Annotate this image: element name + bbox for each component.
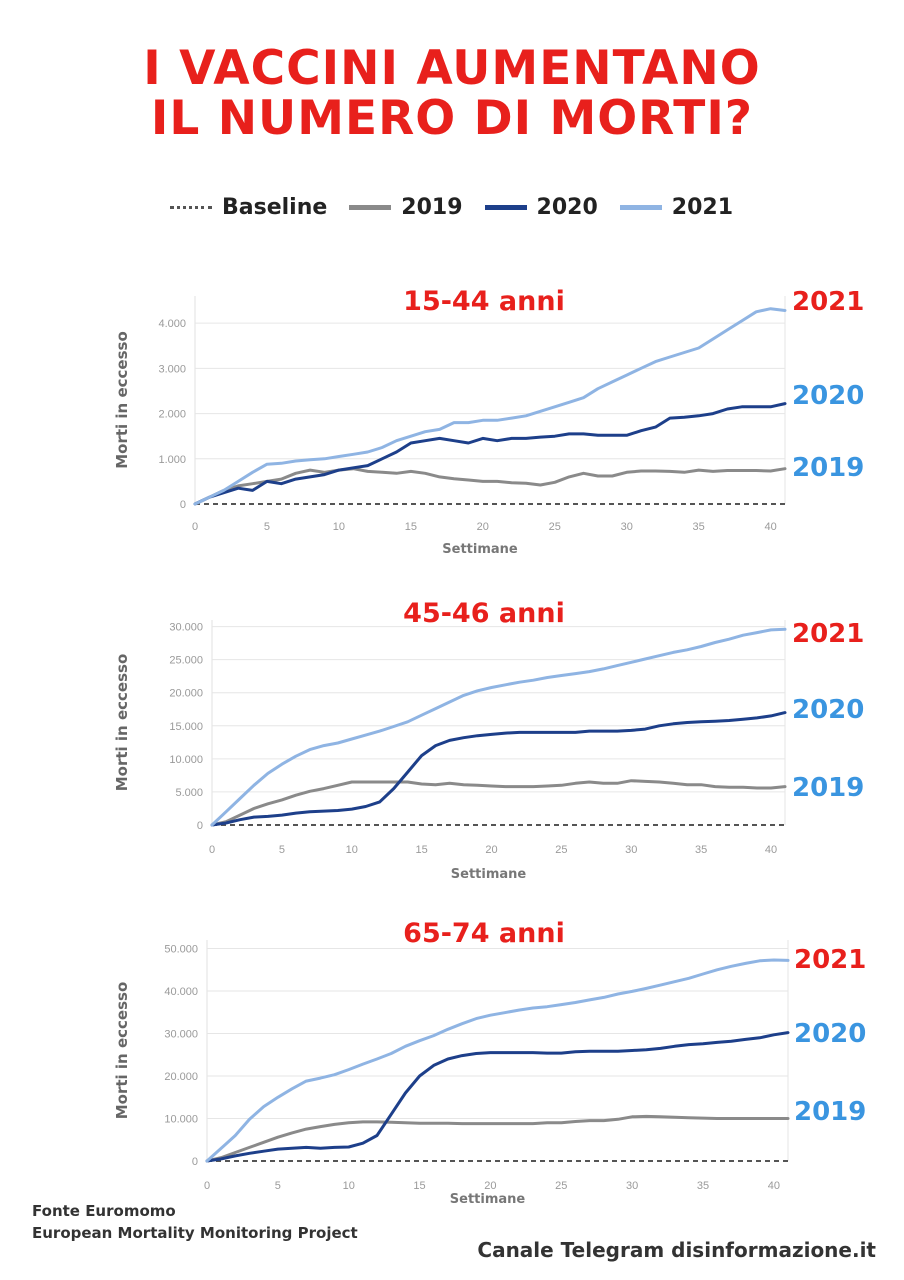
y-tick-label: 4.000: [158, 318, 186, 330]
x-tick-label: 10: [333, 521, 345, 533]
headline-line-2: IL NUMERO DI MORTI?: [150, 91, 754, 146]
legend-label-2021: 2021: [671, 194, 733, 220]
y-tick-label: 15.000: [169, 721, 203, 733]
end-label-2021: 2021: [794, 945, 866, 975]
legend-label-2019: 2019: [401, 194, 463, 220]
x-tick-label: 30: [625, 844, 637, 856]
x-tick-label: 5: [264, 521, 270, 533]
x-tick-label: 10: [343, 1180, 355, 1192]
x-axis-label: Settimane: [442, 542, 518, 557]
y-tick-label: 1.000: [158, 454, 186, 466]
y-tick-label: 5.000: [175, 787, 203, 799]
y-axis-label: Morti in eccesso: [113, 654, 131, 792]
channel-credit: Canale Telegram disinformazione.it: [477, 1238, 876, 1262]
end-label-2020: 2020: [792, 695, 864, 725]
series-line-2021: [205, 958, 790, 1163]
x-tick-label: 40: [768, 1180, 780, 1192]
end-label-2019: 2019: [794, 1097, 866, 1127]
series-line-2020: [210, 711, 787, 827]
series-line-2020: [205, 1031, 790, 1163]
legend-swatch-2020: [484, 204, 527, 210]
y-tick-label: 0: [197, 820, 203, 832]
series-line-2021: [193, 307, 787, 506]
chart-15-44-anni: 0 1.000 2.000 3.000 4.000 0 5 10 15 20 25 30 35 40 15-…: [113, 286, 864, 557]
x-tick-label: 30: [621, 521, 633, 533]
y-tick-label: 25.000: [169, 655, 203, 667]
y-tick-label: 3.000: [158, 363, 186, 375]
x-tick-label: 15: [413, 1180, 425, 1192]
y-axis-label: Morti in eccesso: [113, 982, 131, 1120]
legend-label-2020: 2020: [536, 194, 598, 220]
series-line-2019: [193, 467, 787, 506]
series-line-2021: [210, 627, 787, 827]
source-line-1: Fonte Euromomo: [32, 1202, 176, 1220]
legend-item-2020: 2020: [484, 194, 598, 220]
x-tick-label: 20: [485, 844, 497, 856]
series-line-2020: [193, 402, 787, 506]
legend-swatch-baseline: [170, 205, 212, 209]
x-axis-label: Settimane: [451, 867, 527, 882]
x-tick-label: 25: [555, 1180, 567, 1192]
x-tick-label: 0: [204, 1180, 210, 1192]
y-tick-label: 30.000: [169, 622, 203, 634]
y-tick-label: 0: [180, 499, 186, 511]
x-tick-label: 40: [764, 521, 776, 533]
x-tick-label: 20: [484, 1180, 496, 1192]
x-tick-label: 30: [626, 1180, 638, 1192]
y-tick-label: 2.000: [158, 409, 186, 421]
legend-item-2019: 2019: [349, 194, 463, 220]
end-label-2020: 2020: [792, 381, 864, 411]
y-tick-label: 40.000: [164, 986, 198, 998]
chart-title: 65-74 anni: [403, 918, 565, 949]
x-tick-label: 0: [192, 521, 198, 533]
x-tick-label: 35: [693, 521, 705, 533]
x-tick-label: 15: [416, 844, 428, 856]
legend-label-baseline: Baseline: [222, 194, 328, 220]
end-label-2021: 2021: [792, 287, 864, 317]
headline-line-1: I VACCINI AUMENTANO: [143, 41, 761, 96]
x-tick-label: 25: [549, 521, 561, 533]
legend-item-2021: 2021: [619, 194, 733, 220]
end-label-2019: 2019: [792, 453, 864, 483]
x-tick-label: 35: [697, 1180, 709, 1192]
y-tick-label: 50.000: [164, 944, 198, 956]
source-line-2: European Mortality Monitoring Project: [32, 1224, 358, 1242]
x-tick-label: 35: [695, 844, 707, 856]
legend-item-baseline: Baseline: [170, 195, 327, 220]
x-axis-label: Settimane: [450, 1192, 526, 1207]
x-tick-label: 15: [405, 521, 417, 533]
end-label-2021: 2021: [792, 619, 864, 649]
x-tick-label: 40: [765, 844, 777, 856]
x-tick-label: 25: [555, 844, 567, 856]
y-tick-label: 10.000: [169, 754, 203, 766]
chart-legend: Baseline 2019 2020 2021: [170, 190, 755, 224]
chart-45-46-anni: 0 5.000 10.000 15.000 20.000 25.000 30.000 0 5 10…: [113, 598, 864, 882]
legend-swatch-2019: [349, 204, 392, 210]
y-tick-label: 10.000: [164, 1114, 198, 1126]
y-tick-label: 20.000: [169, 688, 203, 700]
series-line-2019: [205, 1114, 790, 1163]
y-tick-label: 20.000: [164, 1071, 198, 1083]
legend-swatch-2021: [619, 204, 662, 210]
y-tick-label: 0: [192, 1156, 198, 1168]
y-tick-label: 30.000: [164, 1029, 198, 1041]
chart-title: 15-44 anni: [403, 286, 565, 317]
end-label-2020: 2020: [794, 1019, 866, 1049]
chart-title: 45-46 anni: [403, 598, 565, 629]
x-tick-label: 0: [209, 844, 215, 856]
end-label-2019: 2019: [792, 773, 864, 803]
y-axis-label: Morti in eccesso: [113, 331, 131, 469]
x-tick-label: 5: [279, 844, 285, 856]
series-line-2019: [210, 779, 787, 827]
x-tick-label: 20: [477, 521, 489, 533]
x-tick-label: 10: [346, 844, 358, 856]
x-tick-label: 5: [275, 1180, 281, 1192]
